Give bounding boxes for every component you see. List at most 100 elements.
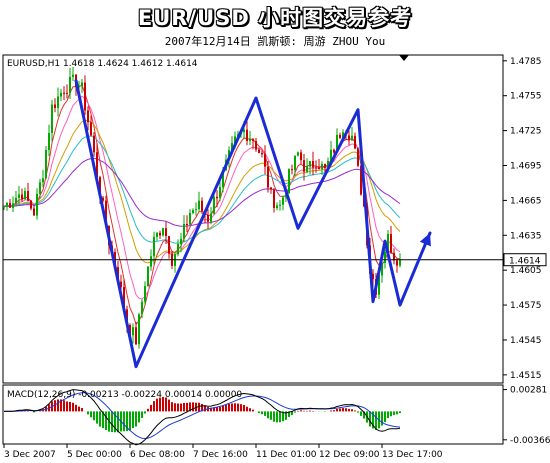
candle-body bbox=[279, 204, 281, 206]
wave-arrowhead bbox=[419, 232, 431, 247]
y-tick-label: 1.4785 bbox=[510, 57, 542, 67]
candle-body bbox=[192, 210, 194, 214]
current-price-label: 1.4614 bbox=[509, 257, 541, 267]
macd-y-tick-label: -0.00366 bbox=[510, 436, 550, 446]
candle-body bbox=[321, 164, 323, 170]
candle-body bbox=[9, 202, 11, 208]
candle-body bbox=[354, 135, 356, 149]
candle-body bbox=[291, 169, 293, 171]
candle-body bbox=[258, 149, 260, 153]
candle-body bbox=[102, 197, 104, 201]
candle-body bbox=[309, 160, 311, 167]
candle-body bbox=[195, 209, 197, 211]
candle-body bbox=[36, 193, 38, 216]
candle-body bbox=[303, 160, 305, 172]
macd-label: MACD(12,26,9) -0.00213 -0.00224 0.00014 … bbox=[7, 390, 242, 400]
candle-body bbox=[252, 138, 254, 142]
candle-body bbox=[186, 223, 188, 225]
candle-body bbox=[33, 208, 35, 216]
candle-body bbox=[249, 138, 251, 142]
candle-body bbox=[339, 134, 341, 138]
candle-body bbox=[129, 324, 131, 336]
candle-body bbox=[261, 152, 263, 155]
candle-body bbox=[198, 200, 200, 210]
macd-signal-line bbox=[4, 392, 401, 440]
x-tick-label: 11 Dec 01:00 bbox=[256, 450, 317, 460]
candle-body bbox=[54, 104, 56, 108]
candle-body bbox=[120, 281, 122, 288]
candle-body bbox=[72, 74, 74, 77]
candle-body bbox=[78, 86, 80, 88]
candle-body bbox=[333, 149, 335, 153]
candle-body bbox=[282, 197, 284, 205]
candle-body bbox=[342, 132, 344, 138]
candle-body bbox=[312, 160, 314, 168]
candle-body bbox=[12, 203, 14, 208]
candle-body bbox=[87, 110, 89, 123]
candle-body bbox=[63, 92, 65, 94]
candle-body bbox=[96, 152, 98, 178]
candle-body bbox=[243, 129, 245, 133]
y-tick-label: 1.4515 bbox=[510, 371, 542, 381]
symbol-label: EURUSD,H1 1.4618 1.4624 1.4612 1.4614 bbox=[7, 59, 198, 69]
macd-y-tick-label: 0.00281 bbox=[510, 386, 547, 396]
y-tick-label: 1.4695 bbox=[510, 161, 542, 171]
candle-body bbox=[24, 191, 26, 200]
candle-body bbox=[30, 200, 32, 209]
candle-body bbox=[201, 200, 203, 211]
candle-body bbox=[297, 152, 299, 156]
candle-body bbox=[84, 82, 86, 111]
candle-body bbox=[123, 287, 125, 310]
candle-body bbox=[273, 189, 275, 209]
candle-body bbox=[318, 167, 320, 170]
candle-body bbox=[315, 167, 317, 169]
candle-body bbox=[264, 154, 266, 167]
candle-body bbox=[267, 166, 269, 188]
candle-body bbox=[396, 260, 398, 266]
candle-body bbox=[42, 178, 44, 183]
candle-body bbox=[27, 191, 29, 201]
candle-body bbox=[336, 134, 338, 153]
candle-body bbox=[276, 205, 278, 209]
candle-body bbox=[327, 160, 329, 169]
candle-body bbox=[21, 194, 23, 200]
candle-body bbox=[246, 129, 248, 142]
candle-body bbox=[132, 327, 134, 336]
candle-body bbox=[6, 202, 8, 207]
candle-body bbox=[18, 194, 20, 198]
candle-body bbox=[189, 213, 191, 225]
ma-line-55 bbox=[3, 157, 401, 227]
candle-body bbox=[135, 327, 137, 345]
candle-body bbox=[357, 148, 359, 166]
y-tick-label: 1.4755 bbox=[510, 92, 542, 102]
candle-body bbox=[210, 213, 212, 222]
candle-body bbox=[399, 259, 401, 266]
candle-body bbox=[207, 214, 209, 222]
candle-body bbox=[159, 232, 161, 236]
candle-body bbox=[144, 286, 146, 302]
candle-body bbox=[57, 96, 59, 108]
x-tick-label: 6 Dec 08:00 bbox=[130, 450, 185, 460]
candle-body bbox=[162, 228, 164, 236]
candle-body bbox=[138, 314, 140, 345]
candle-body bbox=[156, 232, 158, 237]
candle-body bbox=[231, 143, 233, 151]
candle-body bbox=[378, 275, 380, 295]
candle-body bbox=[150, 256, 152, 267]
y-tick-label: 1.4545 bbox=[510, 336, 542, 346]
candle-body bbox=[153, 236, 155, 257]
y-tick-label: 1.4635 bbox=[510, 231, 542, 241]
candle-body bbox=[168, 236, 170, 254]
x-tick-label: 5 Dec 00:00 bbox=[67, 450, 122, 460]
candle-body bbox=[180, 238, 182, 244]
candle-body bbox=[45, 150, 47, 179]
candle-body bbox=[183, 223, 185, 239]
candle-body bbox=[93, 135, 95, 153]
candle-body bbox=[360, 165, 362, 195]
y-tick-label: 1.4575 bbox=[510, 301, 542, 311]
candle-body bbox=[387, 234, 389, 252]
candle-body bbox=[390, 234, 392, 253]
ma-line-30 bbox=[3, 135, 401, 244]
candle-body bbox=[324, 164, 326, 169]
candle-body bbox=[381, 262, 383, 276]
